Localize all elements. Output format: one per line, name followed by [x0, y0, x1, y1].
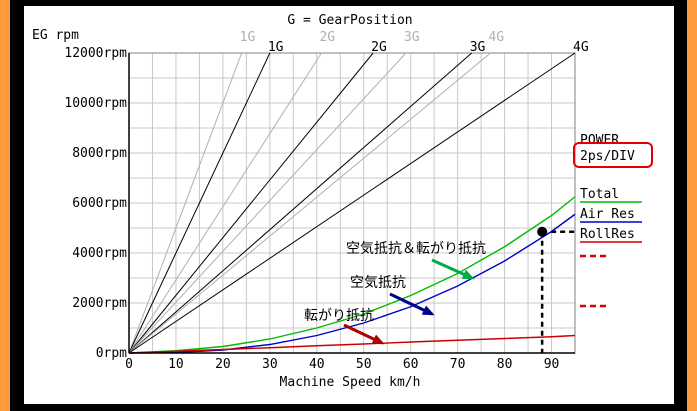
power-label: POWER	[580, 133, 619, 148]
x-tick-label: 10	[168, 357, 184, 372]
annotation-roll: 転がり抵抗	[304, 308, 374, 324]
x-tick-label: 90	[544, 357, 560, 372]
left-orange-border	[0, 0, 10, 411]
legend-total: Total	[580, 187, 619, 202]
series-line-rollres	[128, 334, 576, 354]
x-tick-label: 70	[450, 357, 466, 372]
annotation-air-arrow-head	[421, 305, 435, 316]
gear-line-1g	[128, 52, 271, 354]
gear-line-3g	[128, 52, 407, 354]
series-line-total	[128, 196, 576, 354]
power-scale-label: 2ps/DIV	[580, 149, 635, 164]
gear-line-3g	[128, 52, 473, 354]
gear-line-2g	[128, 52, 322, 354]
gear-line-2g	[128, 52, 374, 354]
gear-label-2g: 2G	[371, 40, 387, 55]
gear-line-1g	[128, 52, 243, 354]
chart-title: G = GearPosition	[287, 13, 412, 28]
gear-line-4g	[128, 52, 576, 354]
gear-label-4g: 4G	[573, 40, 589, 55]
x-tick-label: 0	[125, 357, 133, 372]
gear-label-3g: 3G	[470, 40, 486, 55]
right-orange-border	[687, 0, 697, 411]
legend-roll-res: RollRes	[580, 227, 635, 242]
y-tick-label: 4000rpm	[72, 246, 127, 261]
gear-label-2g: 2G	[319, 30, 335, 45]
x-tick-label: 50	[356, 357, 372, 372]
x-axis-label: Machine Speed km/h	[280, 375, 421, 390]
legend-air-res: Air Res	[580, 207, 635, 222]
x-tick-label: 60	[403, 357, 419, 372]
x-tick-label: 40	[309, 357, 325, 372]
y-tick-label: 6000rpm	[72, 196, 127, 211]
y-tick-label: 8000rpm	[72, 146, 127, 161]
gear-label-3g: 3G	[404, 30, 420, 45]
y-tick-label: 0rpm	[96, 346, 127, 361]
chart-panel: 1G 1G 2G 2G 3G 3G 4G 4G 0 10 20 30 40 50 60 70 80 90 0rpm 2…	[24, 6, 674, 404]
y-tick-label: 2000rpm	[72, 296, 127, 311]
x-tick-label: 80	[497, 357, 513, 372]
x-tick-label: 20	[215, 357, 231, 372]
annotation-roll-arrow-head	[371, 334, 385, 345]
y-tick-label: 10000rpm	[64, 96, 127, 111]
operating-point-marker	[537, 226, 548, 237]
y-axis-label: EG rpm	[32, 28, 79, 43]
gear-line-4g	[128, 52, 491, 354]
gear-label-1g: 1G	[268, 40, 284, 55]
y-tick-label: 12000rpm	[64, 46, 127, 61]
gear-lines	[128, 52, 576, 354]
annotation-total-arrow-head	[461, 269, 475, 280]
annotation-total: 空気抵抗＆転がり抵抗	[346, 241, 486, 257]
annotation-air: 空気抵抗	[350, 275, 406, 291]
axes	[128, 53, 575, 354]
series-lines	[128, 196, 576, 354]
x-tick-label: 30	[262, 357, 278, 372]
power-scale-box	[573, 142, 653, 168]
gear-label-4g: 4G	[488, 30, 504, 45]
series-line-air-res	[128, 213, 576, 354]
gear-label-1g: 1G	[240, 30, 256, 45]
